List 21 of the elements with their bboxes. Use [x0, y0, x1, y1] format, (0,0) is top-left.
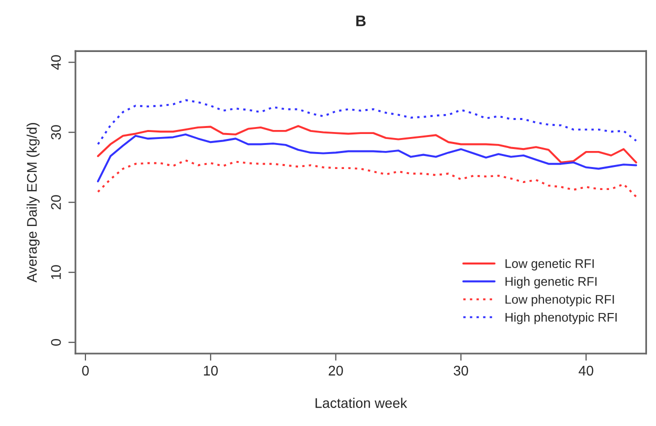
legend-label: Low genetic RFI	[506, 258, 594, 270]
y-axis-title: Average Daily ECM (kg/d)	[26, 123, 40, 282]
x-tick-label: 40	[578, 366, 594, 376]
line-series	[96, 159, 638, 198]
x-tick-label: 10	[204, 366, 218, 376]
legend-label: Low phenotypic RFI	[506, 294, 614, 306]
y-tick-label: 10	[51, 265, 61, 280]
y-tick-label: 0	[51, 339, 61, 346]
x-tick-label: 30	[454, 366, 468, 376]
x-tick-label: 20	[328, 366, 343, 376]
line-series	[96, 133, 638, 182]
legend-label: High phenotypic RFI	[506, 312, 617, 324]
chart-title: B	[356, 16, 366, 26]
line-series	[96, 99, 638, 146]
line-series	[96, 125, 638, 164]
y-tick-label: 30	[51, 125, 61, 140]
x-tick-label: 0	[82, 366, 89, 376]
legend-label: High genetic RFI	[506, 276, 596, 288]
x-axis-title: Lactation week	[316, 398, 408, 408]
y-tick-label: 20	[51, 195, 61, 210]
y-tick-label: 40	[51, 55, 61, 70]
